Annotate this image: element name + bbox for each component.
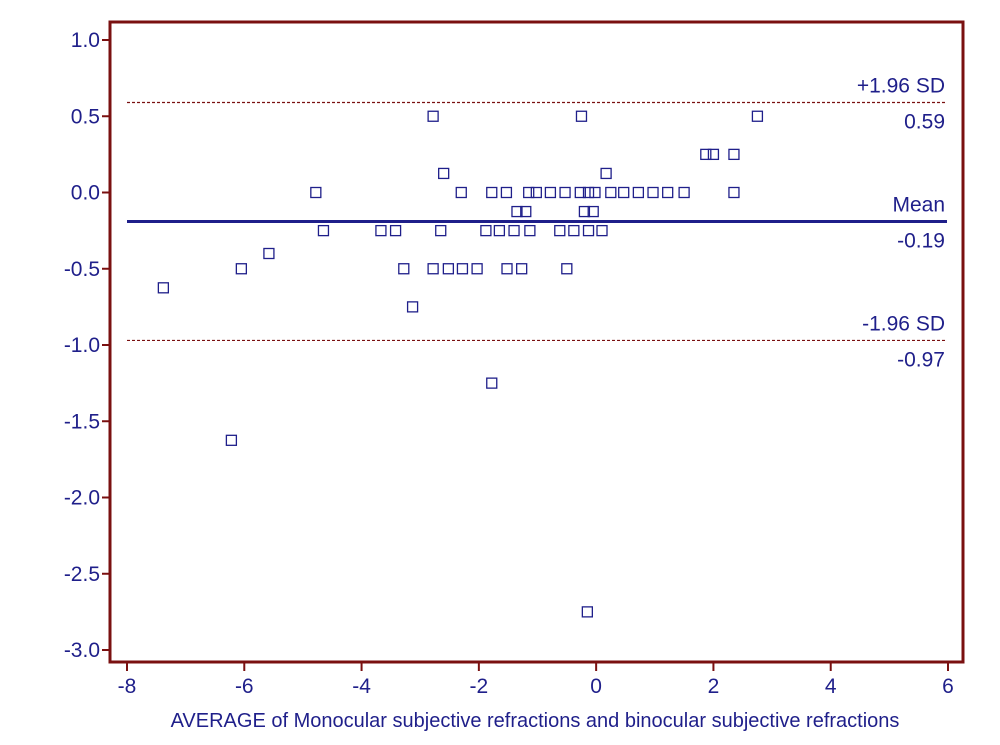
data-point-marker (427, 110, 439, 122)
x-tick-label: -8 (118, 675, 137, 698)
y-tick-label: -2.0 (64, 487, 100, 510)
data-point-marker (728, 186, 740, 199)
data-point-marker (647, 186, 659, 199)
data-point-marker (438, 167, 450, 180)
y-tick-label: -2.5 (64, 563, 100, 586)
data-point-marker (516, 263, 528, 275)
data-point-marker (575, 110, 588, 122)
x-tick-label: -4 (352, 675, 371, 698)
data-point-marker (581, 606, 593, 618)
data-point-marker (568, 224, 580, 237)
data-point-marker (480, 224, 492, 237)
y-tick-label: -1.5 (64, 410, 100, 433)
data-point-marker (455, 186, 467, 199)
data-point-marker (225, 434, 238, 446)
reference-line-value: -0.19 (897, 229, 945, 252)
reference-line-label: Mean (892, 193, 945, 216)
data-point-marker (728, 148, 740, 161)
data-point-marker (435, 224, 447, 237)
reference-line-value: -0.97 (897, 348, 945, 371)
y-tick-label: 0.5 (71, 105, 100, 128)
data-point-marker (582, 224, 595, 237)
data-point-marker (751, 110, 764, 122)
data-point-marker (561, 263, 573, 275)
data-point-marker (406, 301, 419, 313)
data-point-marker (700, 148, 712, 161)
data-point-marker (263, 247, 275, 260)
data-point-marker (157, 282, 170, 294)
data-point-marker (662, 186, 674, 199)
data-point-marker (427, 263, 439, 275)
x-tick-label: 2 (708, 675, 720, 698)
y-tick-label: -1.0 (64, 334, 100, 357)
data-point-marker (574, 186, 586, 199)
data-point-marker (486, 186, 498, 199)
x-axis-title: AVERAGE of Monocular subjective refracti… (171, 710, 900, 732)
data-point-marker (508, 224, 520, 237)
y-tick-label: -3.0 (64, 639, 100, 662)
data-point-marker (235, 263, 248, 275)
data-point-marker (707, 148, 720, 161)
data-point-marker (310, 186, 322, 199)
data-point-marker (524, 224, 536, 237)
data-point-marker (587, 205, 599, 218)
data-point-marker (493, 224, 506, 237)
data-point-marker (578, 205, 591, 218)
data-point-marker (618, 186, 630, 199)
data-point-marker (456, 263, 469, 275)
data-point-marker (511, 205, 523, 218)
x-axis-ticks: -8 -6 -4 -2 0 2 4 6 (118, 662, 954, 698)
x-tick-label: -6 (235, 675, 254, 698)
x-tick-label: -2 (470, 675, 489, 698)
y-axis-ticks: 1.0 0.5 0.0 -0.5 -1.0 -1.5 -2.0 -2.5 -3.0 (64, 29, 110, 662)
data-point-marker (596, 224, 608, 237)
data-point-marker (398, 263, 410, 275)
data-point-marker (523, 186, 535, 199)
data-point-marker (600, 167, 612, 180)
data-point-marker (678, 186, 690, 199)
reference-lines: +1.96 SD 0.59 Mean -0.19 -1.96 SD -0.97 (127, 75, 947, 371)
y-tick-label: 0.0 (71, 182, 100, 205)
reference-line-label: +1.96 SD (857, 75, 945, 98)
data-points (157, 110, 764, 618)
data-point-marker (486, 377, 498, 389)
data-point-marker (520, 205, 532, 218)
data-point-marker (544, 186, 557, 199)
data-point-marker (632, 186, 645, 199)
data-point-marker (317, 224, 330, 237)
data-point-marker (554, 224, 566, 237)
x-tick-label: 4 (825, 675, 837, 698)
data-point-marker (442, 263, 455, 275)
y-tick-label: -0.5 (64, 258, 100, 281)
data-point-marker (530, 186, 542, 199)
data-point-marker (582, 186, 595, 199)
data-point-marker (500, 186, 513, 199)
x-tick-label: 0 (590, 675, 602, 698)
data-point-marker (471, 263, 483, 275)
data-point-marker (375, 224, 387, 237)
x-tick-label: 6 (942, 675, 954, 698)
data-point-marker (559, 186, 571, 199)
plot-frame (108, 20, 965, 664)
reference-line-label: -1.96 SD (862, 312, 945, 335)
data-point-marker (605, 186, 617, 199)
data-point-marker (589, 186, 601, 199)
y-tick-label: 1.0 (71, 29, 100, 52)
reference-line-value: 0.59 (904, 111, 945, 134)
data-point-marker (389, 224, 402, 237)
data-point-marker (501, 263, 513, 275)
